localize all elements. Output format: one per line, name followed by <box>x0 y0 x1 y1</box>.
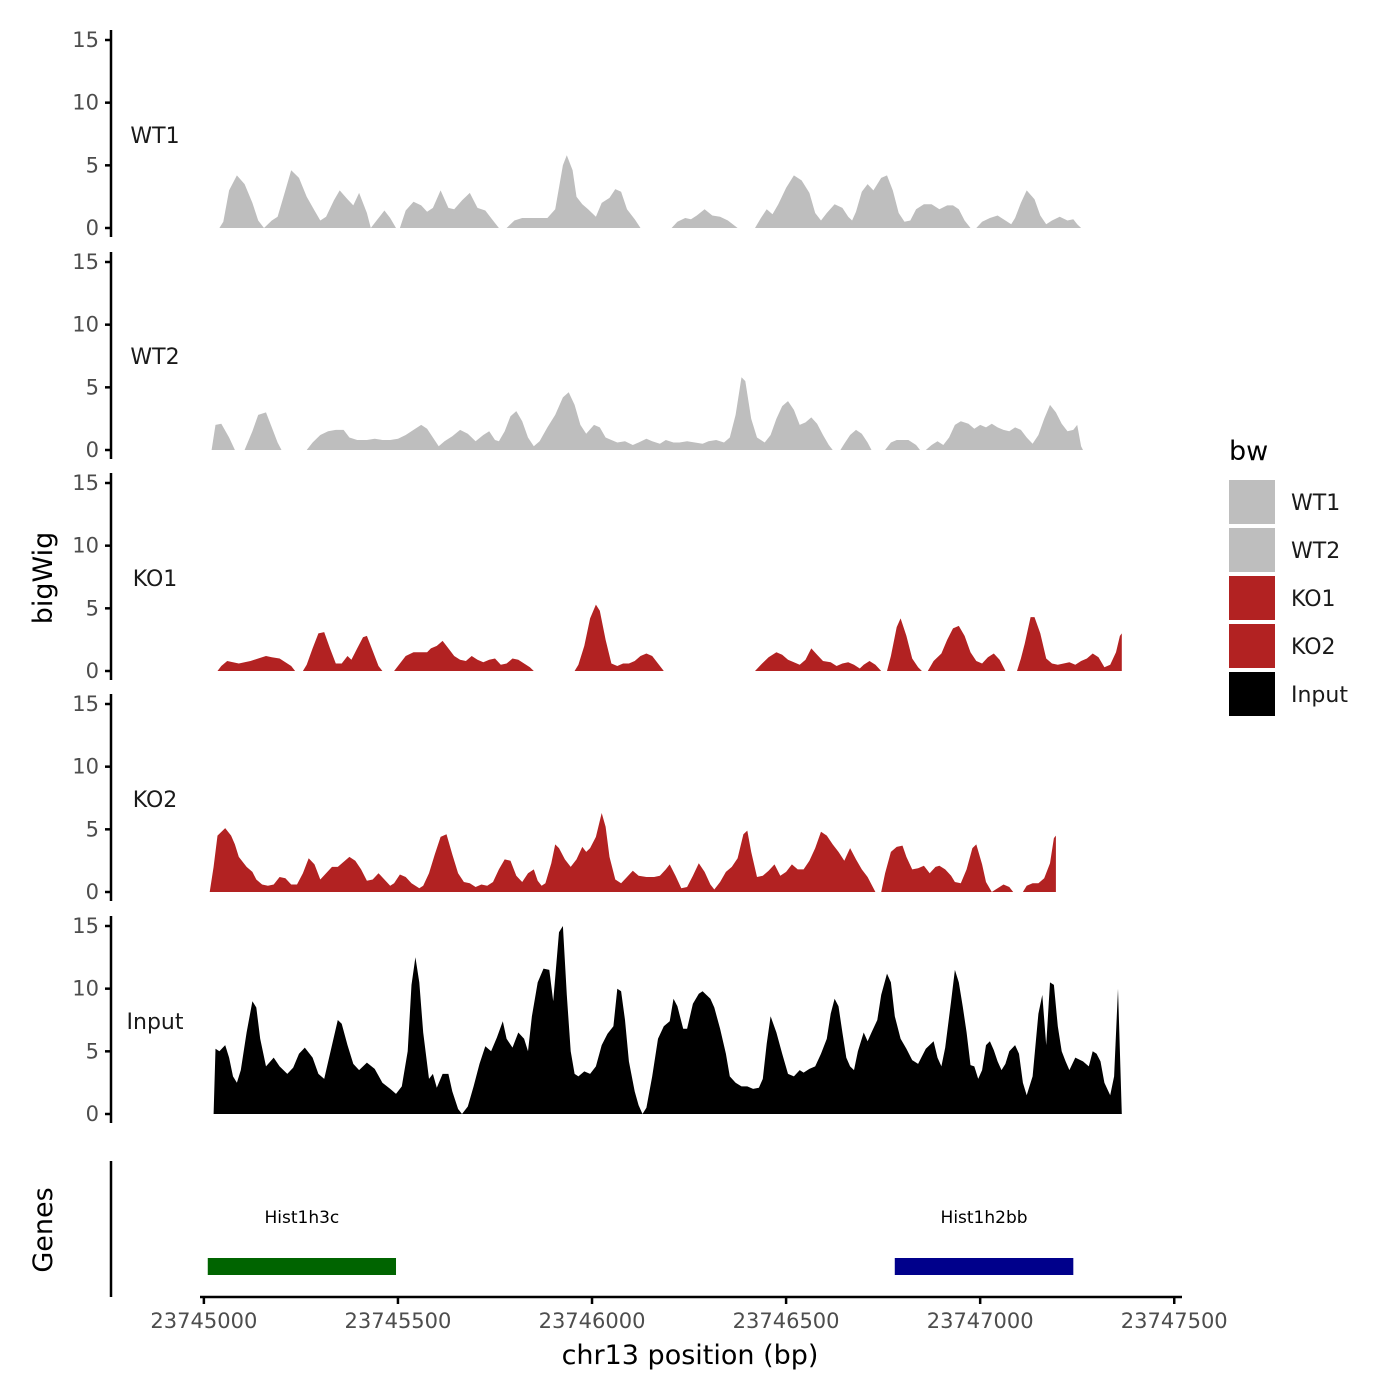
track-wt2: 0 5 10 15 WT2 <box>72 250 1084 462</box>
legend-swatch <box>1229 624 1275 668</box>
legend-label: KO2 <box>1291 635 1336 660</box>
area-input <box>213 926 1122 1114</box>
legend-title: bw <box>1229 436 1268 467</box>
track-ko1: 0 5 10 15 KO1 <box>72 471 1122 683</box>
gene-label: Hist1h3c <box>264 1208 339 1228</box>
y-tick-label: 0 <box>86 1102 99 1126</box>
x-tick-label: 23745500 <box>345 1309 452 1333</box>
gene-label: Hist1h2bb <box>941 1208 1028 1228</box>
y-tick-label: 10 <box>72 534 99 558</box>
legend-label: WT1 <box>1291 491 1340 516</box>
x-tick-label: 23746500 <box>733 1309 840 1333</box>
x-axis-title: chr13 position (bp) <box>562 1340 819 1371</box>
track-label: KO2 <box>133 788 178 813</box>
area-ko2 <box>209 813 1056 892</box>
y-tick-label: 15 <box>72 471 99 495</box>
y-tick-label: 10 <box>72 313 99 337</box>
x-tick-label: 23747500 <box>1121 1309 1228 1333</box>
legend-swatch <box>1229 528 1275 572</box>
gene-body <box>894 1258 1074 1275</box>
legend-swatch <box>1229 480 1275 524</box>
y-tick-label: 15 <box>72 914 99 938</box>
legend-item-wt1: WT1 <box>1229 480 1340 524</box>
area-ko1 <box>217 604 1122 671</box>
y-tick-label: 5 <box>86 596 99 620</box>
gene-hist1h2bb: Hist1h2bb <box>894 1208 1074 1275</box>
track-label: WT2 <box>130 345 179 370</box>
y-tick-label: 10 <box>72 755 99 779</box>
x-axis: 23745000 23745500 23746000 23746500 23747000… <box>150 1295 1228 1333</box>
y-tick-label: 5 <box>86 1039 99 1063</box>
coverage-tracks: 0 5 10 15 WT1 0 5 10 15 WT2 0 5 10 15 KO1 0 5 10 15 KO2 0 5 10… <box>72 28 1122 1126</box>
legend-item-ko2: KO2 <box>1229 624 1336 668</box>
area-wt1 <box>219 155 1082 228</box>
legend-label: KO1 <box>1291 587 1336 612</box>
y-axis-title: bigWig <box>28 532 59 625</box>
y-tick-label: 0 <box>86 438 99 462</box>
track-label: Input <box>127 1010 184 1035</box>
x-tick-label: 23747000 <box>927 1309 1034 1333</box>
gene-hist1h3c: Hist1h3c <box>207 1208 397 1275</box>
y-tick-label: 0 <box>86 659 99 683</box>
x-tick-label: 23745000 <box>150 1309 257 1333</box>
gene-track: Hist1h3c Hist1h2bb <box>109 1161 1074 1297</box>
y-tick-label: 15 <box>72 250 99 274</box>
track-input: 0 5 10 15 Input <box>72 914 1122 1126</box>
y-tick-label: 0 <box>86 880 99 904</box>
y-tick-label: 10 <box>72 977 99 1001</box>
legend-item-wt2: WT2 <box>1229 528 1340 572</box>
track-label: KO1 <box>133 567 178 592</box>
y-tick-label: 5 <box>86 817 99 841</box>
area-wt2 <box>211 377 1084 450</box>
genes-axis-title: Genes <box>28 1187 59 1272</box>
track-label: WT1 <box>130 124 179 149</box>
y-tick-label: 5 <box>86 375 99 399</box>
legend-swatch <box>1229 672 1275 716</box>
legend-swatch <box>1229 576 1275 620</box>
y-tick-label: 15 <box>72 28 99 52</box>
legend-item-ko1: KO1 <box>1229 576 1336 620</box>
track-ko2: 0 5 10 15 KO2 <box>72 692 1056 904</box>
y-tick-label: 10 <box>72 91 99 115</box>
legend: bw WT1 WT2 KO1 KO2 Input <box>1229 436 1348 716</box>
x-tick-label: 23746000 <box>539 1309 646 1333</box>
track-wt1: 0 5 10 15 WT1 <box>72 28 1082 240</box>
legend-item-input: Input <box>1229 672 1348 716</box>
y-tick-label: 0 <box>86 216 99 240</box>
legend-label: Input <box>1291 683 1348 708</box>
legend-label: WT2 <box>1291 539 1340 564</box>
gene-body <box>207 1258 397 1275</box>
y-tick-label: 15 <box>72 692 99 716</box>
y-tick-label: 5 <box>86 153 99 177</box>
